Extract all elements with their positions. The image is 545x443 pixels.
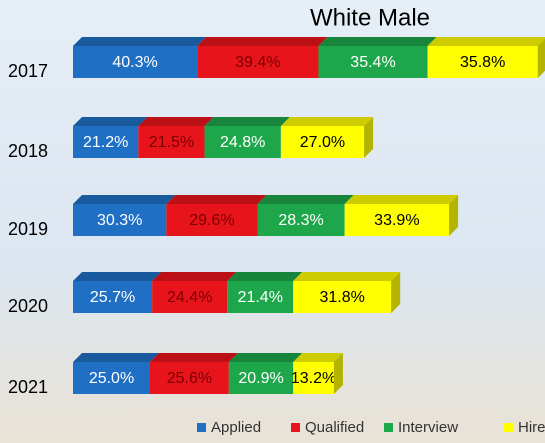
value-label: 35.4% [350, 54, 395, 71]
legend-label: Hired [518, 419, 545, 436]
legend-label: Interview [398, 419, 458, 436]
bar-top [73, 353, 159, 362]
bar-top [229, 353, 302, 362]
value-label: 28.3% [278, 212, 323, 229]
value-label: 24.8% [220, 134, 265, 151]
legend-swatch [384, 423, 393, 432]
value-label: 29.6% [189, 212, 234, 229]
value-label: 40.3% [112, 54, 157, 71]
value-label: 25.6% [167, 370, 212, 387]
value-label: 13.2% [291, 370, 336, 387]
bar-top [73, 117, 147, 126]
bar-top [318, 37, 436, 46]
legend-swatch [291, 423, 300, 432]
value-label: 31.8% [320, 289, 365, 306]
y-tick-label: 2017 [8, 61, 48, 81]
bar-top [345, 195, 458, 204]
value-label: 27.0% [300, 134, 345, 151]
value-label: 33.9% [374, 212, 419, 229]
bar-top [73, 195, 175, 204]
legend-swatch [504, 423, 513, 432]
value-label: 30.3% [97, 212, 142, 229]
value-label: 39.4% [235, 54, 280, 71]
legend-label: Applied [211, 419, 261, 436]
chart: White Male 2017 40.3% 39.4% 35.4% 35.8% 2018 2… [0, 0, 545, 443]
y-tick-label: 2020 [8, 296, 48, 316]
chart-title: White Male [310, 4, 430, 31]
value-label: 21.4% [238, 289, 283, 306]
bar-top [150, 353, 238, 362]
value-label: 25.0% [89, 370, 134, 387]
value-label: 21.2% [83, 134, 128, 151]
bar-top [227, 272, 302, 281]
value-label: 24.4% [167, 289, 212, 306]
bar-top [166, 195, 266, 204]
bar-top [281, 117, 373, 126]
value-label: 20.9% [238, 370, 283, 387]
bar-top [428, 37, 545, 46]
bar-top [138, 117, 213, 126]
bar-top [205, 117, 290, 126]
bar-top [293, 272, 400, 281]
y-tick-label: 2018 [8, 141, 48, 161]
y-tick-label: 2019 [8, 219, 48, 239]
value-label: 35.8% [460, 54, 505, 71]
bar-top [73, 272, 161, 281]
value-label: 25.7% [90, 289, 135, 306]
value-label: 21.5% [149, 134, 194, 151]
legend-label: Qualified [305, 419, 364, 436]
bar-top [257, 195, 353, 204]
legend-swatch [197, 423, 206, 432]
bar-top [197, 37, 327, 46]
bar-top [152, 272, 236, 281]
y-tick-label: 2021 [8, 377, 48, 397]
bar-top [73, 37, 206, 46]
